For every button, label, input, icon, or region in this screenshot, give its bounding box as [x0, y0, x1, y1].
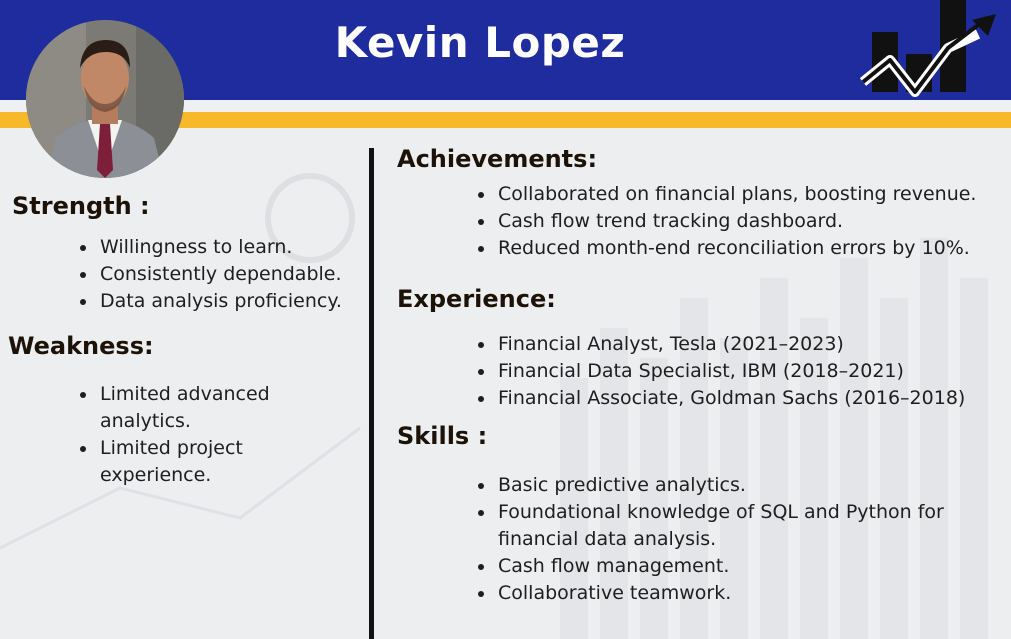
experience-item: Financial Data Specialist, IBM (2018–202… [496, 358, 1011, 385]
weakness-item: Limited project experience. [98, 435, 308, 489]
experience-item: Financial Analyst, Tesla (2021–2023) [496, 331, 1011, 358]
strength-item: Willingness to learn. [98, 234, 388, 261]
bar-chart-growth-arrow-icon [860, 0, 996, 97]
achievements-list: Collaborated on financial plans, boostin… [470, 181, 1011, 262]
strength-heading: Strength : [12, 192, 150, 220]
background-chart-texture [0, 173, 988, 639]
skills-item: Basic predictive analytics. [496, 472, 996, 499]
column-divider [369, 148, 374, 639]
skills-item: Cash flow management. [496, 553, 996, 580]
strength-list: Willingness to learn.Consistently depend… [72, 234, 388, 315]
skills-heading: Skills : [397, 422, 488, 450]
strength-item: Data analysis proficiency. [98, 288, 388, 315]
achievements-heading: Achievements: [397, 145, 598, 173]
achievements-item: Collaborated on financial plans, boostin… [496, 181, 1011, 208]
achievements-item: Reduced month-end reconciliation errors … [496, 235, 1011, 262]
weakness-heading: Weakness: [8, 332, 154, 360]
weakness-item: Limited advanced analytics. [98, 381, 308, 435]
strength-item: Consistently dependable. [98, 261, 388, 288]
skills-item: Foundational knowledge of SQL and Python… [496, 499, 996, 553]
weakness-list: Limited advanced analytics.Limited proje… [72, 381, 308, 489]
experience-heading: Experience: [397, 285, 556, 313]
header-gap [0, 100, 1011, 112]
experience-list: Financial Analyst, Tesla (2021–2023)Fina… [470, 331, 1011, 412]
avatar [26, 20, 184, 178]
achievements-item: Cash flow trend tracking dashboard. [496, 208, 1011, 235]
accent-stripe [0, 112, 1011, 128]
experience-item: Financial Associate, Goldman Sachs (2016… [496, 385, 1011, 412]
portrait-icon [26, 20, 184, 178]
person-name: Kevin Lopez [334, 18, 626, 67]
skills-list: Basic predictive analytics.Foundational … [470, 472, 996, 607]
skills-item: Collaborative teamwork. [496, 580, 996, 607]
